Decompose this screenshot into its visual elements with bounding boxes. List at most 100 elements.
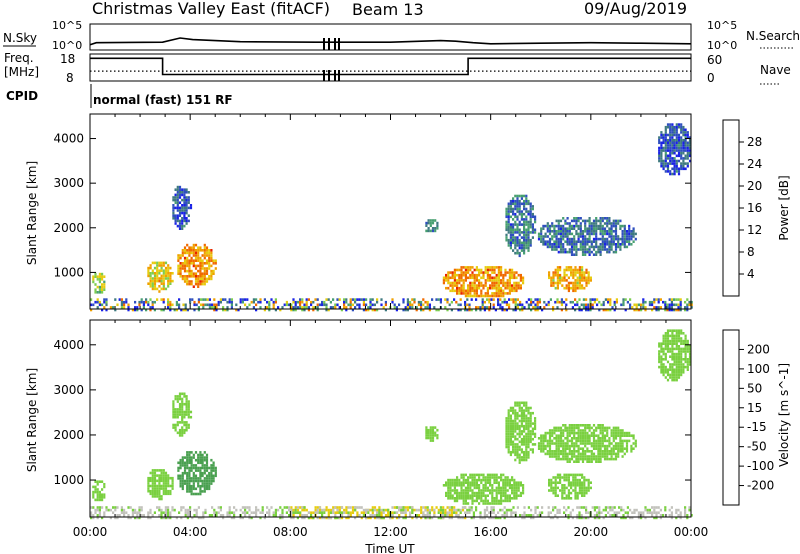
- echo-region: [505, 401, 537, 464]
- echo-cell: [222, 516, 225, 520]
- echo-cell: [190, 484, 193, 488]
- echo-cell: [445, 481, 448, 484]
- echo-cell: [612, 437, 615, 440]
- echo-cell: [114, 308, 117, 312]
- echo-cell: [557, 237, 560, 241]
- echo-cell: [90, 298, 93, 301]
- echo-cell: [158, 277, 161, 280]
- echo-cell: [296, 300, 299, 304]
- echo-cell: [464, 268, 467, 272]
- echo-cell: [183, 259, 187, 262]
- echo-cell: [666, 157, 670, 160]
- echo-cell: [212, 479, 215, 483]
- echo-cell: [608, 426, 611, 430]
- echo-cell: [518, 202, 521, 206]
- echo-cell: [134, 516, 137, 520]
- echo-cell: [449, 491, 452, 495]
- echo-cell: [660, 157, 663, 160]
- echo-cell: [579, 434, 582, 437]
- echo-cell: [506, 292, 509, 295]
- echo-cell: [555, 455, 558, 458]
- echo-cell: [607, 300, 610, 304]
- echo-cell: [167, 282, 170, 285]
- echo-cell: [625, 237, 629, 241]
- echo-cell: [98, 493, 101, 496]
- echo-cell: [303, 516, 306, 520]
- echo-cell: [351, 298, 354, 301]
- echo-cell: [669, 144, 672, 147]
- echo-cell: [514, 202, 517, 206]
- echo-cell: [518, 404, 521, 407]
- echo-cell: [301, 516, 304, 520]
- echo-cell: [257, 300, 260, 304]
- echo-cell: [456, 481, 459, 484]
- echo-cell: [169, 511, 172, 514]
- echo-cell: [429, 439, 432, 442]
- echo-cell: [205, 277, 209, 281]
- echo-cell: [584, 227, 587, 230]
- echo-cell: [495, 486, 498, 490]
- echo-cell: [507, 427, 510, 431]
- echo-cell: [185, 426, 188, 429]
- echo-cell: [557, 230, 560, 233]
- echo-cell: [413, 298, 416, 301]
- echo-cell: [462, 502, 465, 505]
- echo-cell: [523, 236, 526, 239]
- echo-cell: [316, 508, 319, 512]
- echo-cell: [281, 508, 284, 512]
- echo-cell: [630, 444, 633, 448]
- echo-cell: [174, 415, 177, 419]
- echo-cell: [294, 506, 297, 509]
- site-title: Christmas Valley East (fitACF): [92, 0, 330, 18]
- echo-cell: [522, 491, 525, 495]
- echo-cell: [210, 469, 213, 472]
- echo-cell: [576, 303, 579, 307]
- echo-cell: [266, 306, 269, 309]
- echo-cell: [105, 303, 108, 307]
- echo-cell: [462, 281, 465, 285]
- echo-cell: [578, 478, 581, 482]
- echo-cell: [575, 230, 578, 233]
- echo-cell: [153, 261, 157, 265]
- echo-cell: [466, 303, 469, 307]
- echo-cell: [570, 240, 574, 243]
- echo-cell: [120, 303, 123, 307]
- echo-cell: [162, 487, 165, 490]
- echo-cell: [484, 292, 487, 295]
- echo-cell: [680, 371, 683, 374]
- echo-cell: [677, 146, 681, 150]
- echo-cell: [241, 300, 244, 304]
- echo-cell: [675, 365, 678, 369]
- echo-cell: [417, 514, 421, 517]
- echo-cell: [451, 271, 454, 274]
- echo-cell: [501, 508, 504, 512]
- echo-cell: [340, 514, 343, 517]
- echo-cell: [393, 511, 396, 514]
- echo-cell: [203, 269, 206, 273]
- echo-cell: [467, 494, 470, 497]
- echo-cell: [521, 303, 524, 307]
- echo-cell: [637, 516, 640, 520]
- echo-cell: [630, 232, 633, 236]
- echo-cell: [180, 308, 183, 312]
- echo-cell: [167, 476, 170, 480]
- echo-cell: [583, 476, 586, 479]
- echo-cell: [158, 269, 161, 272]
- echo-cell: [178, 211, 182, 215]
- echo-cell: [574, 266, 577, 269]
- echo-cell: [213, 508, 216, 512]
- echo-cell: [576, 491, 579, 495]
- echo-cell: [442, 516, 445, 520]
- echo-cell: [205, 262, 209, 265]
- echo-cell: [608, 437, 611, 440]
- echo-cell: [505, 443, 508, 446]
- echo-cell: [354, 508, 357, 512]
- echo-cell: [599, 431, 602, 435]
- echo-cell: [617, 452, 620, 456]
- echo-cell: [483, 511, 486, 514]
- echo-cell: [177, 272, 180, 275]
- echo-cell: [167, 516, 170, 520]
- echo-cell: [439, 508, 442, 512]
- echo-cell: [507, 225, 510, 229]
